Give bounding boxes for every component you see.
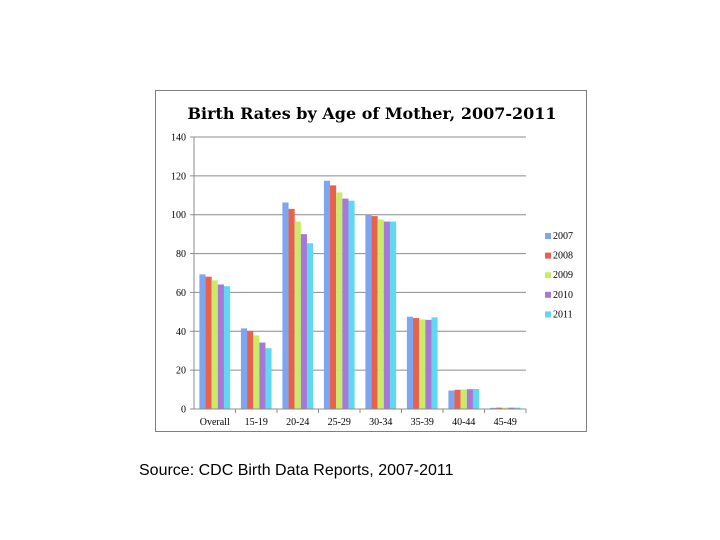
bar-Overall-2007 xyxy=(199,274,206,409)
bar-Overall-2008 xyxy=(205,276,212,409)
bar-25-29-2007 xyxy=(323,180,331,409)
x-tick-label: 35-39 xyxy=(411,417,434,428)
bar-45-49-2010 xyxy=(508,407,515,409)
legend: 2007 2008 2009 2010 2011 xyxy=(545,231,573,320)
bar-20-24-2010 xyxy=(300,234,307,409)
legend-swatch-2008 xyxy=(545,252,551,259)
bar-45-49-2011 xyxy=(514,407,521,409)
chart-title: Birth Rates by Age of Mother, 2007-2011 xyxy=(187,104,556,123)
bar-45-49-2008 xyxy=(496,407,503,409)
bar-Overall-2011 xyxy=(223,286,231,409)
bar-35-39-2009 xyxy=(419,319,426,409)
bar-40-44-2008 xyxy=(454,389,461,409)
bar-25-29-2011 xyxy=(348,200,355,409)
x-tick-label: 20-24 xyxy=(286,417,309,428)
x-tick-label: 15-19 xyxy=(245,417,268,428)
source-note: Source: CDC Birth Data Reports, 2007-201… xyxy=(139,462,454,479)
y-tick-label: 60 xyxy=(176,288,186,299)
bar-45-49-2009 xyxy=(502,407,509,409)
bar-chart: Birth Rates by Age of Mother, 2007-2011 … xyxy=(171,104,573,428)
bar-20-24-2009 xyxy=(294,221,301,409)
bars xyxy=(199,180,521,409)
y-tick-label: 40 xyxy=(176,327,186,338)
bar-25-29-2010 xyxy=(342,198,349,409)
legend-label-2010: 2010 xyxy=(553,290,573,301)
legend-label-2008: 2008 xyxy=(553,251,573,262)
bar-15-19-2009 xyxy=(253,335,260,409)
bar-30-34-2008 xyxy=(371,216,378,409)
bar-20-24-2007 xyxy=(282,202,289,409)
axes: 0 20 40 60 80 100 120 140 Overall 15-19 20-24 25-29… xyxy=(171,133,527,428)
bar-25-29-2009 xyxy=(336,192,343,409)
bar-35-39-2011 xyxy=(431,317,438,409)
y-tick-label: 0 xyxy=(181,405,186,416)
y-tick-label: 20 xyxy=(176,366,186,377)
bar-Overall-2010 xyxy=(217,284,224,409)
legend-label-2011: 2011 xyxy=(553,309,573,320)
bar-30-34-2010 xyxy=(383,221,390,409)
bar-30-34-2007 xyxy=(365,214,372,409)
bar-15-19-2011 xyxy=(265,348,272,409)
bar-15-19-2010 xyxy=(259,342,266,409)
bar-40-44-2007 xyxy=(448,390,455,409)
bar-15-19-2008 xyxy=(247,330,254,409)
legend-label-2009: 2009 xyxy=(553,270,573,281)
bar-15-19-2007 xyxy=(240,328,248,409)
x-tick-label: 45-49 xyxy=(494,417,517,428)
bar-20-24-2011 xyxy=(306,243,314,409)
bar-40-44-2009 xyxy=(460,389,467,409)
bar-25-29-2008 xyxy=(330,185,337,409)
bar-Overall-2009 xyxy=(211,280,218,409)
x-tick-label: 40-44 xyxy=(452,417,475,428)
bar-30-34-2011 xyxy=(389,221,397,409)
bar-40-44-2011 xyxy=(472,388,480,409)
y-tick-label: 80 xyxy=(176,249,186,260)
y-tick-label: 120 xyxy=(171,171,186,182)
bar-30-34-2009 xyxy=(377,219,384,409)
bar-35-39-2008 xyxy=(413,318,420,409)
legend-swatch-2011 xyxy=(545,311,551,318)
legend-swatch-2007 xyxy=(545,233,551,239)
y-tick-label: 140 xyxy=(171,133,186,144)
bar-40-44-2010 xyxy=(466,389,473,409)
y-tick-label: 100 xyxy=(171,210,186,221)
bar-45-49-2007 xyxy=(489,407,497,409)
x-tick-label: Overall xyxy=(200,417,230,428)
x-tick-label: 25-29 xyxy=(328,417,351,428)
bar-35-39-2007 xyxy=(406,316,414,409)
legend-swatch-2009 xyxy=(545,272,551,279)
bar-35-39-2010 xyxy=(425,319,432,409)
x-tick-label: 30-34 xyxy=(369,417,392,428)
chart-frame: Birth Rates by Age of Mother, 2007-2011 … xyxy=(155,90,587,432)
legend-swatch-2010 xyxy=(545,291,551,298)
legend-label-2007: 2007 xyxy=(553,231,573,242)
bar-20-24-2008 xyxy=(288,208,295,409)
